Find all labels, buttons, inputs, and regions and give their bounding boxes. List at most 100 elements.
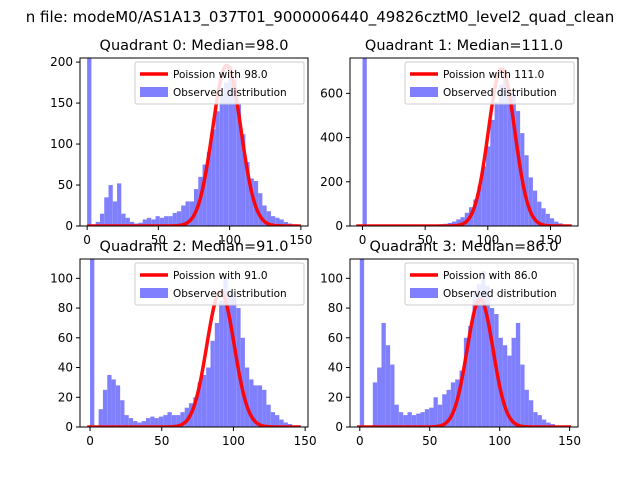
axes-frame xyxy=(349,258,579,428)
histogram-bar xyxy=(219,300,224,427)
histogram-bar xyxy=(185,201,190,226)
y-tick-label: 40 xyxy=(58,361,73,375)
histogram-bar xyxy=(481,166,487,226)
poisson-curve xyxy=(356,67,572,226)
histogram-bar xyxy=(472,290,477,427)
histogram-bar xyxy=(407,412,412,427)
histogram-bar xyxy=(120,400,125,427)
histogram-bar xyxy=(511,93,516,226)
legend-bar-swatch xyxy=(140,87,168,97)
y-tick-label: 50 xyxy=(58,178,73,192)
histogram-bar xyxy=(168,216,173,226)
histogram-bar xyxy=(155,216,160,226)
plot-content xyxy=(87,259,301,427)
histogram-bar xyxy=(223,278,228,427)
histogram-bar xyxy=(167,412,172,427)
poisson-curve xyxy=(87,63,301,226)
histogram-bar xyxy=(554,221,559,226)
histogram-bar xyxy=(541,419,547,427)
chart-title: Quadrant 0: Median=98.0 xyxy=(100,38,289,54)
histogram-bar xyxy=(442,394,447,427)
histogram-bar xyxy=(275,415,280,427)
x-tick-label: 150 xyxy=(558,434,581,448)
histogram-bar xyxy=(524,389,529,427)
histogram-bar xyxy=(176,415,181,427)
chart-title: Quadrant 3: Median=86.0 xyxy=(370,239,559,255)
histogram-bar xyxy=(507,88,512,226)
histogram-bar xyxy=(232,296,237,427)
axes-frame xyxy=(79,258,309,428)
histogram-bar xyxy=(515,111,521,226)
y-tick-label: 100 xyxy=(320,271,343,285)
histogram-bar xyxy=(416,413,421,427)
histogram-bar xyxy=(489,308,495,427)
x-tick-label: 150 xyxy=(539,233,562,247)
histogram-bar xyxy=(189,201,194,226)
histogram-bar xyxy=(446,389,451,427)
histogram-bar xyxy=(537,415,542,427)
histogram-bar xyxy=(193,397,198,427)
y-tick-label: 100 xyxy=(50,137,73,151)
histogram-bar xyxy=(227,293,232,427)
legend-bar-swatch xyxy=(140,288,168,298)
histogram-bar xyxy=(236,103,242,226)
histogram-bar xyxy=(201,374,207,427)
y-tick-label: 0 xyxy=(335,420,343,434)
legend-label-poisson: Poission with 98.0 xyxy=(173,69,268,81)
y-tick-label: 20 xyxy=(58,390,73,404)
x-tick-label: 50 xyxy=(422,434,437,448)
plot-content xyxy=(87,58,301,226)
histogram-bar xyxy=(211,129,216,226)
chart-title: Quadrant 1: Median=111.0 xyxy=(365,38,563,54)
x-tick-label: 0 xyxy=(83,233,91,247)
histogram-bar xyxy=(424,409,430,427)
histogram-bar xyxy=(206,152,212,226)
legend-bar-swatch xyxy=(410,87,438,97)
histogram-bar xyxy=(129,221,135,226)
histogram-bar xyxy=(486,146,491,226)
legend-label-observed: Observed distribution xyxy=(173,87,287,99)
histogram-bar xyxy=(456,219,461,226)
histogram-bar xyxy=(451,221,457,226)
histogram-bar xyxy=(202,164,207,226)
y-tick-label: 0 xyxy=(65,219,73,233)
histogram-bar xyxy=(494,102,499,226)
histogram-bar xyxy=(133,421,138,427)
histogram-bar xyxy=(253,385,258,427)
x-tick-label: 50 xyxy=(154,434,169,448)
histogram-bar xyxy=(102,389,108,427)
histogram-bar xyxy=(223,82,229,226)
histogram-bar xyxy=(359,259,365,427)
histogram-bar xyxy=(390,364,395,427)
chart-panel-3: 0 50 100 150 0 20 40 60 80 100 Quadrant 3: Median=… xyxy=(320,239,581,448)
histogram-bar xyxy=(502,345,508,427)
legend-box xyxy=(404,61,575,105)
histogram-bar xyxy=(214,322,220,427)
histogram-bar xyxy=(158,416,164,427)
histogram-bar xyxy=(515,322,521,427)
histogram-bar xyxy=(108,185,113,226)
x-tick-label: 50 xyxy=(418,233,433,247)
histogram-bar xyxy=(283,422,288,427)
histogram-bar xyxy=(533,412,538,427)
histogram-bar xyxy=(107,374,112,427)
histogram-bar xyxy=(258,193,263,226)
x-tick-label: 100 xyxy=(476,233,499,247)
histogram-bar xyxy=(279,419,284,427)
legend-label-poisson: Poission with 86.0 xyxy=(443,270,538,282)
legend-label-poisson: Poission with 111.0 xyxy=(443,69,544,81)
histogram-bar xyxy=(528,400,534,427)
x-tick-label: 100 xyxy=(218,233,241,247)
histogram-bar xyxy=(87,58,92,226)
x-tick-label: 0 xyxy=(359,233,367,247)
histogram-bar xyxy=(429,407,434,427)
histogram-bar xyxy=(125,217,130,226)
histogram-bar xyxy=(249,178,254,226)
histogram-bar xyxy=(111,379,116,427)
y-tick-label: 60 xyxy=(328,331,343,345)
histogram-bar xyxy=(163,415,168,427)
chart-panel-1: 0 50 100 150 0 200 400 600 Quadrant 1: Median=11… xyxy=(320,38,579,247)
legend-label-observed: Observed distribution xyxy=(443,87,557,99)
histogram-bar xyxy=(459,370,464,427)
